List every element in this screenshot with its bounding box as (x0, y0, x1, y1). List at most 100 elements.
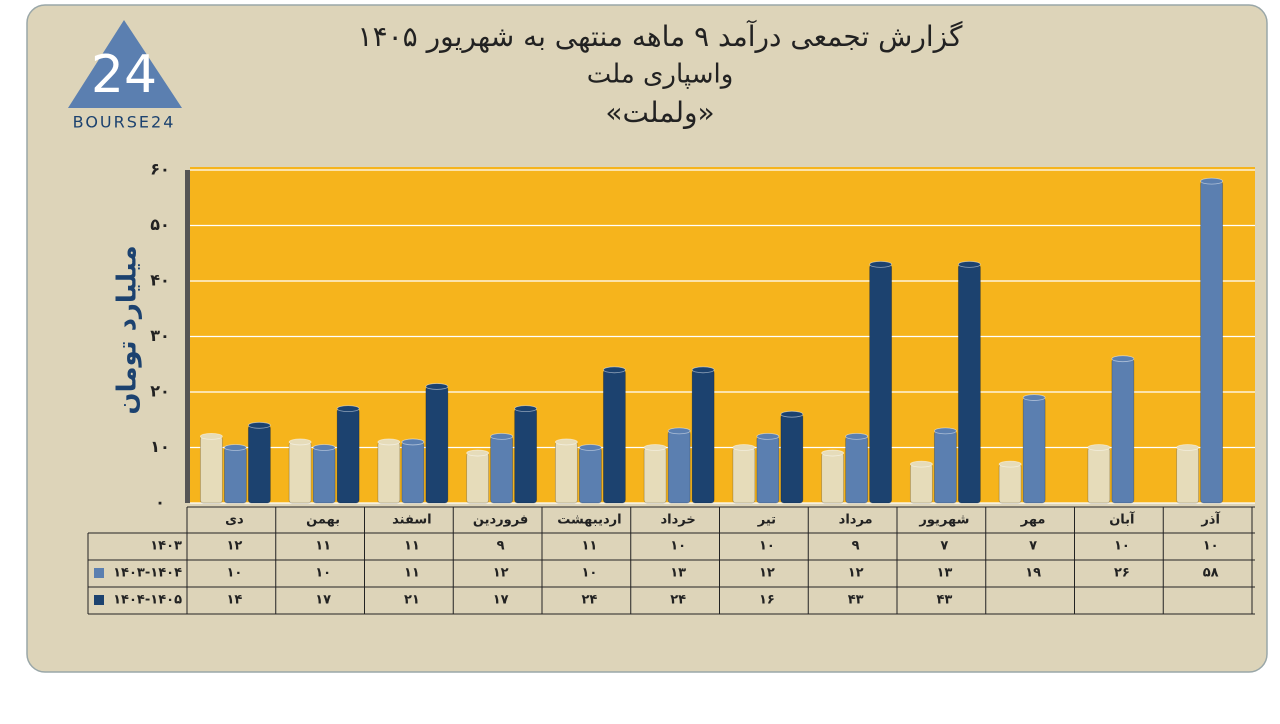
x-tick-label: دی (225, 513, 244, 528)
bar-top (401, 438, 425, 446)
bar (933, 430, 957, 504)
bar-top (667, 427, 691, 435)
y-axis-label: میلیارد تومان (113, 245, 143, 414)
bar (1200, 180, 1224, 504)
bar-top (998, 460, 1022, 468)
bar (490, 435, 514, 504)
bar (602, 369, 626, 504)
x-tick-label: مرداد (839, 513, 873, 528)
x-tick-label: بهمن (306, 513, 340, 528)
table-value: ۱۱ (404, 539, 420, 554)
table-value: ۱۲ (759, 566, 775, 581)
bar (401, 441, 425, 504)
bar-top (425, 383, 449, 390)
table-value: ۵۸ (1203, 566, 1219, 581)
bar (845, 435, 869, 504)
x-tick-label: آبان (1109, 511, 1135, 528)
bar-top (732, 444, 756, 451)
bar (821, 452, 845, 504)
table-value: ۱۷ (315, 593, 331, 608)
bar (288, 441, 312, 504)
bar (377, 441, 401, 504)
bar (199, 435, 223, 504)
bar-top (554, 438, 578, 446)
legend-label: ۱۴۰۴-۱۴۰۵ (113, 593, 182, 608)
x-tick-label: خرداد (660, 513, 695, 528)
table-value: ۱۶ (759, 593, 775, 608)
table-value: ۱۳ (936, 566, 952, 581)
x-tick-label: تیر (757, 513, 776, 528)
table-value: ۴۳ (936, 593, 952, 608)
bar-top (288, 438, 312, 446)
table-value: ۱۴ (226, 593, 242, 608)
bar-top (756, 432, 780, 440)
bar-top (602, 366, 626, 374)
bar-top (377, 438, 401, 446)
y-tick-label: ۵۰ (150, 215, 170, 234)
y-tick-label: ۲۰ (150, 382, 170, 401)
y-tick-label: ۶۰ (150, 160, 170, 179)
table-value: ۱۱ (581, 539, 597, 554)
legend-swatch (94, 568, 104, 578)
bar-top (821, 449, 845, 457)
table-value: ۱۰ (759, 539, 775, 554)
bar (691, 369, 715, 504)
table-value: ۱۲ (493, 566, 509, 581)
table-value: ۱۰ (315, 566, 331, 581)
y-tick-label: ۴۰ (150, 271, 170, 290)
chart-subtitle: واسپاری ملت (587, 60, 734, 90)
bar (869, 263, 893, 504)
bar-top (909, 460, 933, 468)
x-tick-label: اسفند (392, 513, 431, 528)
table-value: ۱۱ (404, 566, 420, 581)
bar-top (933, 427, 957, 435)
bar-top (1111, 355, 1135, 363)
table-value: ۱۹ (1025, 566, 1041, 581)
table-value: ۲۴ (581, 593, 597, 608)
bar-top (514, 405, 538, 413)
legend-swatch (94, 595, 104, 605)
bar-top (845, 432, 869, 440)
bar (643, 447, 667, 504)
bar (667, 430, 691, 504)
bar (466, 452, 490, 504)
bar-top (247, 421, 271, 429)
table-value: ۲۶ (1114, 566, 1130, 581)
x-tick-label: فروردین (473, 513, 528, 528)
bar (998, 463, 1022, 504)
table-value: ۱۷ (493, 593, 509, 608)
table-value: ۱۱ (315, 539, 331, 554)
bar-top (336, 405, 360, 413)
bar-top (466, 449, 490, 457)
x-tick-label: اردیبهشت (557, 513, 621, 528)
x-tick-label: شهریور (918, 513, 969, 528)
table-value: ۷ (1029, 539, 1037, 554)
bar (514, 408, 538, 504)
table-value: ۱۰ (1203, 539, 1219, 554)
logo-text: BOURSE24 (73, 113, 176, 132)
legend-label: ۱۴۰۳-۱۴۰۴ (113, 566, 182, 581)
table-value: ۲۱ (404, 593, 420, 608)
bar-top (780, 410, 804, 418)
table-value: ۹ (852, 539, 860, 554)
bar (223, 447, 247, 504)
bar (756, 435, 780, 504)
bar (1111, 358, 1135, 504)
x-tick-label: مهر (1020, 513, 1046, 528)
bar-top (1087, 444, 1111, 451)
y-tick-label: ۱۰ (150, 437, 170, 456)
bar-top (312, 444, 336, 451)
logo-mark: 24 (91, 45, 157, 105)
bar (578, 447, 602, 504)
chart-title: گزارش تجمعی درآمد ۹ ماهه منتهی به شهریور… (358, 20, 964, 53)
bar-top (869, 260, 893, 268)
bar-top (1200, 177, 1224, 185)
ticker: «ولملت» (605, 96, 714, 129)
table-value: ۱۰ (670, 539, 686, 554)
table-value: ۱۰ (1114, 539, 1130, 554)
table-value: ۷ (940, 539, 948, 554)
bar-top (199, 432, 223, 440)
bar-top (1022, 394, 1046, 401)
y-tick-label: ۳۰ (150, 326, 170, 345)
